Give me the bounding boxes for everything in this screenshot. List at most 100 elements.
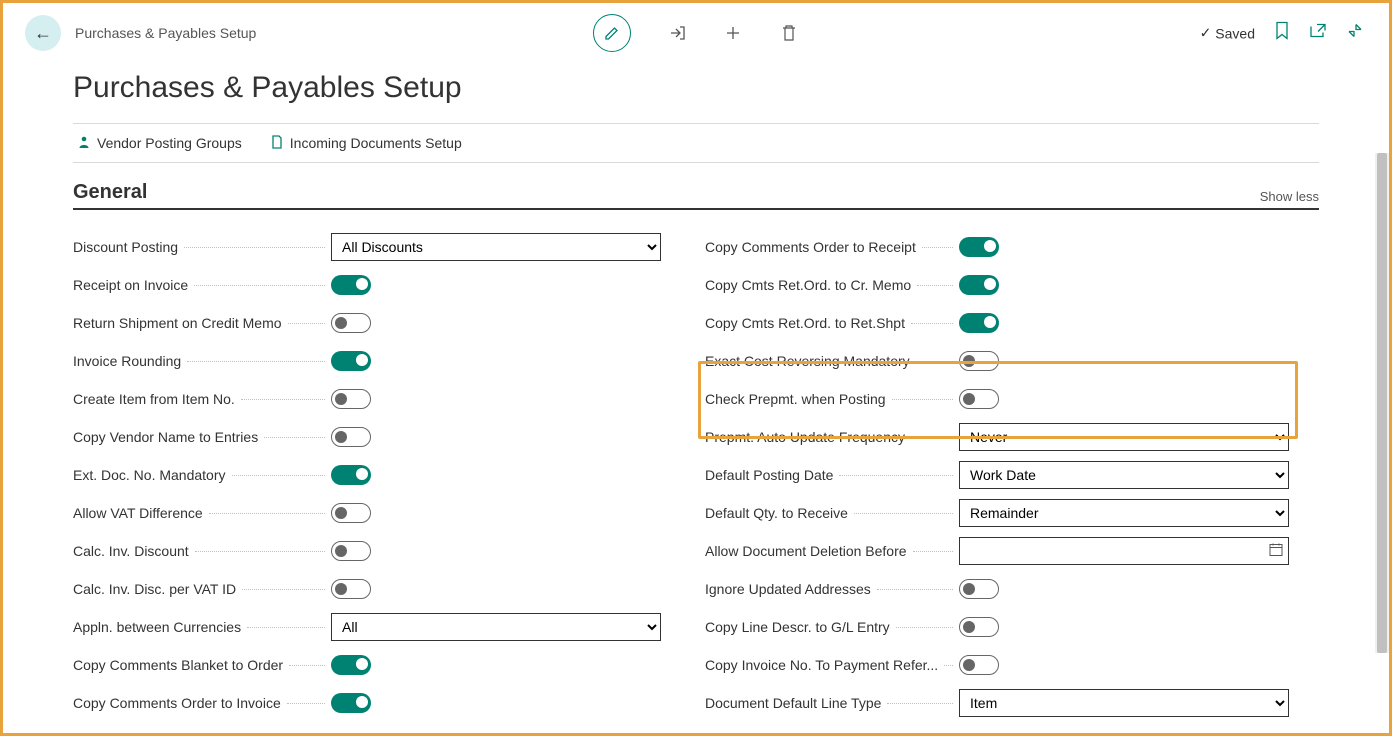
field-label-wrap: Copy Invoice No. To Payment Refer... [705,657,959,673]
field-label-wrap: Copy Comments Blanket to Order [73,657,331,673]
page-title: Purchases & Payables Setup [73,71,1389,105]
dots [242,589,325,590]
field-label-wrap: Check Prepmt. when Posting [705,391,959,407]
document-icon [270,135,284,152]
dots [877,589,953,590]
field-label-wrap: Create Item from Item No. [73,391,331,407]
field-row-default-qty-receive: Default Qty. to ReceiveRemainder [705,494,1305,532]
copy-cmts-retord-crmemo-toggle[interactable] [959,275,999,295]
field-label-wrap: Allow VAT Difference [73,505,331,521]
field-label-wrap: Copy Cmts Ret.Ord. to Cr. Memo [705,277,959,293]
dots [287,703,325,704]
control-cell [331,579,697,599]
control-cell: Item [959,689,1305,717]
incoming-docs-setup-link[interactable]: Incoming Documents Setup [270,135,462,152]
field-label: Calc. Inv. Discount [73,543,189,559]
field-label-wrap: Calc. Inv. Disc. per VAT ID [73,581,331,597]
check-prepmt-posting-toggle[interactable] [959,389,999,409]
bookmark-button[interactable] [1275,22,1289,45]
copy-comments-order-receipt-toggle[interactable] [959,237,999,257]
edit-button[interactable] [593,14,631,52]
field-label-wrap: Copy Line Descr. to G/L Entry [705,619,959,635]
field-label: Document Default Line Type [705,695,881,711]
control-cell [959,655,1305,675]
dots [232,475,325,476]
receipt-on-invoice-toggle[interactable] [331,275,371,295]
delete-button[interactable] [779,23,799,43]
copy-invoice-no-payment-toggle[interactable] [959,655,999,675]
field-label-wrap: Copy Comments Order to Invoice [73,695,331,711]
calc-inv-disc-vat-toggle[interactable] [331,579,371,599]
default-posting-date-select[interactable]: Work Date [959,461,1289,489]
prepmt-auto-update-freq-select[interactable]: Never [959,423,1289,451]
share-button[interactable] [667,23,687,43]
section-header: General Show less [73,181,1319,210]
field-label: Copy Vendor Name to Entries [73,429,258,445]
content: General Show less Discount Posting All Di… [73,181,1363,722]
show-less-link[interactable]: Show less [1260,189,1319,204]
dots [194,285,325,286]
control-cell [959,237,1305,257]
dots [911,437,953,438]
popout-button[interactable] [1309,23,1327,44]
copy-vendor-name-toggle[interactable] [331,427,371,447]
field-label: Calc. Inv. Disc. per VAT ID [73,581,236,597]
pencil-icon [604,25,620,41]
control-cell: Remainder [959,499,1305,527]
field-row-ignore-updated-addresses: Ignore Updated Addresses [705,570,1305,608]
exact-cost-reversing-toggle[interactable] [959,351,999,371]
copy-line-descr-gl-toggle[interactable] [959,617,999,637]
calc-inv-discount-toggle[interactable] [331,541,371,561]
dots [917,285,953,286]
allow-vat-difference-toggle[interactable] [331,503,371,523]
vendor-posting-groups-link[interactable]: Vendor Posting Groups [77,135,242,152]
dots [839,475,953,476]
allow-doc-deletion-before-input[interactable] [959,537,1289,565]
dots [892,399,953,400]
control-cell [331,465,697,485]
copy-comments-blanket-toggle[interactable] [331,655,371,675]
discount-posting-select[interactable]: All Discounts [331,233,661,261]
dots [289,665,325,666]
control-cell [331,693,697,713]
invoice-rounding-toggle[interactable] [331,351,371,371]
dots [944,665,953,666]
copy-cmts-retord-retshpt-toggle[interactable] [959,313,999,333]
field-row-copy-line-descr-gl: Copy Line Descr. to G/L Entry [705,608,1305,646]
control-cell [331,351,697,371]
back-button[interactable]: ← [25,15,61,51]
ignore-updated-addresses-toggle[interactable] [959,579,999,599]
field-label: Copy Comments Order to Receipt [705,239,916,255]
share-icon [668,24,686,42]
create-item-from-no-toggle[interactable] [331,389,371,409]
field-row-copy-invoice-no-payment: Copy Invoice No. To Payment Refer... [705,646,1305,684]
appln-between-currencies-select[interactable]: All [331,613,661,641]
field-row-check-prepmt-posting: Check Prepmt. when Posting [705,380,1305,418]
vendor-posting-groups-label: Vendor Posting Groups [97,135,242,151]
collapse-button[interactable] [1347,23,1363,44]
field-label: Discount Posting [73,239,178,255]
field-row-ext-doc-no-mandatory: Ext. Doc. No. Mandatory [73,456,697,494]
control-cell [959,617,1305,637]
default-qty-receive-select[interactable]: Remainder [959,499,1289,527]
field-label: Copy Comments Blanket to Order [73,657,283,673]
scrollbar-track[interactable] [1375,153,1389,653]
copy-comments-order-inv-toggle[interactable] [331,693,371,713]
control-cell [959,579,1305,599]
field-row-receipt-on-invoice: Receipt on Invoice [73,266,697,304]
control-cell [331,541,697,561]
ext-doc-no-mandatory-toggle[interactable] [331,465,371,485]
scrollbar-thumb[interactable] [1377,153,1387,653]
field-label-wrap: Ext. Doc. No. Mandatory [73,467,331,483]
field-label: Invoice Rounding [73,353,181,369]
return-shipment-credit-memo-toggle[interactable] [331,313,371,333]
check-icon: ✓ [1200,25,1212,42]
control-cell [331,275,697,295]
field-label: Return Shipment on Credit Memo [73,315,282,331]
field-label: Create Item from Item No. [73,391,235,407]
new-button[interactable] [723,23,743,43]
dots [288,323,325,324]
doc-default-line-type-select[interactable]: Item [959,689,1289,717]
section-title: General [73,181,147,204]
field-label-wrap: Copy Cmts Ret.Ord. to Ret.Shpt [705,315,959,331]
